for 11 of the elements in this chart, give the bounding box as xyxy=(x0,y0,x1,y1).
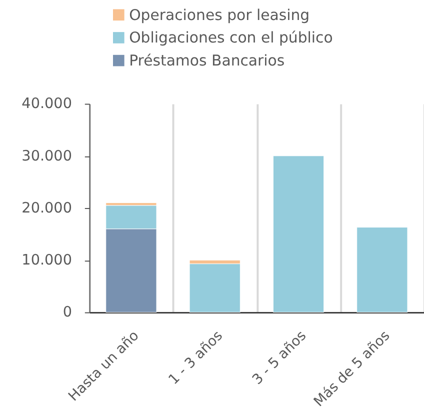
legend-label: Préstamos Bancarios xyxy=(129,52,285,70)
y-tick-label: 0 xyxy=(62,304,72,321)
y-tick-label: 30.000 xyxy=(22,148,72,164)
y-tick-label: 40.000 xyxy=(22,96,72,112)
bar xyxy=(189,264,240,313)
y-tick-label: 10.000 xyxy=(22,252,72,269)
bar xyxy=(272,156,324,313)
bar xyxy=(356,227,408,313)
legend-label: Operaciones por leasing xyxy=(129,6,310,24)
y-tick-label: 20.000 xyxy=(22,200,72,216)
legend-label: Obligaciones con el público xyxy=(129,28,333,47)
